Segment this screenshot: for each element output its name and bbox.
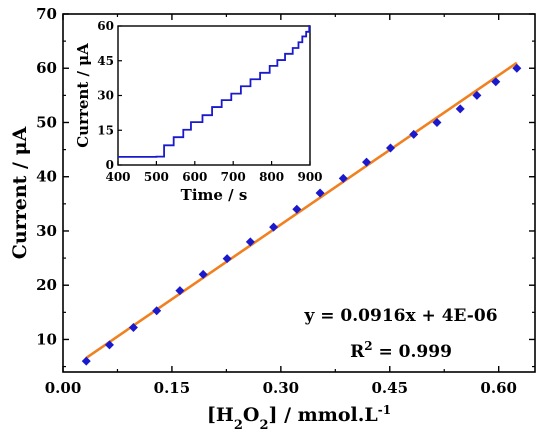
x-tick-label: 0.00 bbox=[45, 379, 82, 397]
data-point bbox=[385, 143, 395, 153]
inset-x-tick-label: 400 bbox=[105, 170, 130, 184]
data-point bbox=[269, 222, 279, 232]
data-point bbox=[175, 286, 185, 296]
data-point bbox=[338, 173, 348, 183]
r-squared: R2 = 0.999 bbox=[350, 339, 452, 362]
inset-y-tick-label: 60 bbox=[97, 19, 114, 33]
inset-x-tick-label: 900 bbox=[297, 170, 322, 184]
x-axis-title: [H2O2] / mmol.L-1 bbox=[207, 403, 391, 433]
inset-y-tick-label: 30 bbox=[97, 89, 114, 103]
data-point bbox=[81, 356, 91, 366]
inset-y-tick-label: 0 bbox=[106, 158, 114, 172]
inset-y-tick-label: 15 bbox=[97, 123, 114, 137]
inset-x-tick-label: 800 bbox=[259, 170, 284, 184]
inset-x-tick-label: 500 bbox=[144, 170, 169, 184]
data-point bbox=[104, 340, 114, 350]
y-tick-label: 40 bbox=[36, 168, 57, 186]
x-tick-label: 0.30 bbox=[263, 379, 300, 397]
y-tick-label: 60 bbox=[36, 59, 57, 77]
main-plot-frame bbox=[62, 13, 536, 373]
y-tick-label: 70 bbox=[36, 5, 57, 23]
inset-x-axis-title: Time / s bbox=[181, 186, 248, 204]
data-point bbox=[512, 63, 522, 73]
y-axis-title: Current / μA bbox=[9, 127, 31, 260]
inset-frame bbox=[117, 25, 311, 166]
y-tick-label: 20 bbox=[36, 276, 57, 294]
y-tick-label: 50 bbox=[36, 113, 57, 131]
data-point bbox=[491, 77, 501, 87]
data-point bbox=[472, 90, 482, 100]
inset-y-tick-label: 45 bbox=[97, 54, 114, 68]
inset-x-tick-label: 700 bbox=[221, 170, 246, 184]
inset-plot: 400 500 600 700 800 900 0 15 30 45 60 Current / μA T… bbox=[74, 19, 323, 204]
data-point bbox=[409, 129, 419, 139]
data-point bbox=[128, 323, 138, 333]
data-point bbox=[362, 157, 372, 167]
data-point bbox=[222, 254, 232, 264]
data-point bbox=[198, 269, 208, 279]
x-tick-label: 0.60 bbox=[480, 379, 517, 397]
main-plot: 0.00 0.15 0.30 0.45 0.60 10 20 30 40 50 60 70 Curren… bbox=[9, 5, 536, 433]
y-tick-label: 10 bbox=[36, 330, 57, 348]
inset-current-trace bbox=[118, 25, 311, 158]
data-point bbox=[152, 306, 162, 316]
x-tick-label: 0.45 bbox=[371, 379, 408, 397]
inset-y-axis-title: Current / μA bbox=[74, 43, 92, 148]
fit-equation: y = 0.0916x + 4E-06 bbox=[303, 306, 497, 326]
x-tick-label: 0.15 bbox=[154, 379, 191, 397]
data-point bbox=[245, 237, 255, 247]
data-point bbox=[455, 104, 465, 114]
inset-x-tick-label: 600 bbox=[182, 170, 207, 184]
data-point bbox=[292, 204, 302, 214]
y-tick-label: 30 bbox=[36, 222, 57, 240]
data-point bbox=[432, 117, 442, 127]
data-point bbox=[315, 188, 325, 198]
